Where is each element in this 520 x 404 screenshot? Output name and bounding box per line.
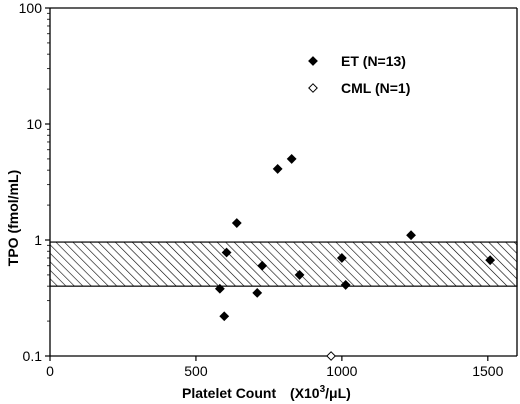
et-data-point (257, 260, 268, 271)
x-axis-title-paren: ( (290, 385, 295, 401)
et-data-point (485, 255, 496, 266)
y-tick-label: 1 (34, 232, 42, 248)
x-tick-label: 500 (184, 363, 208, 379)
cml-data-point (326, 351, 336, 361)
et-data-point (214, 283, 225, 294)
x-axis-title-sup: 3 (320, 384, 326, 395)
et-data-point (286, 154, 297, 164)
x-tick-label: 1500 (472, 363, 503, 379)
y-tick-label: 0.1 (23, 348, 43, 364)
x-axis-title-unit-end: /μL) (325, 385, 351, 401)
et-data-point (272, 164, 283, 174)
et-data-point (340, 280, 351, 290)
y-tick-label: 100 (19, 0, 43, 16)
reference-band (49, 241, 518, 287)
legend-label-cml: CML (N=1) (341, 80, 410, 96)
legend-marker-cml (308, 83, 318, 93)
x-axis-title-unit: X10 (295, 385, 320, 401)
et-data-point (231, 218, 242, 228)
legend: ET (N=13) CML (N=1) (308, 53, 410, 96)
et-data-point (406, 230, 416, 241)
x-axis-title-main: Platelet Count (182, 385, 276, 401)
et-data-point (221, 247, 232, 258)
et-data-point (336, 253, 347, 263)
legend-marker-et (308, 56, 318, 66)
et-data-point (219, 311, 230, 322)
y-tick-label: 10 (26, 116, 42, 132)
y-axis-title: TPO (fmol/mL) (5, 170, 21, 266)
x-tick-label: 0 (46, 363, 54, 379)
legend-label-et: ET (N=13) (341, 53, 406, 69)
x-tick-label: 1000 (326, 363, 357, 379)
x-axis-title: Platelet Count (X103/μL) (182, 384, 351, 401)
et-data-point (252, 287, 263, 298)
et-data-point (294, 270, 305, 280)
